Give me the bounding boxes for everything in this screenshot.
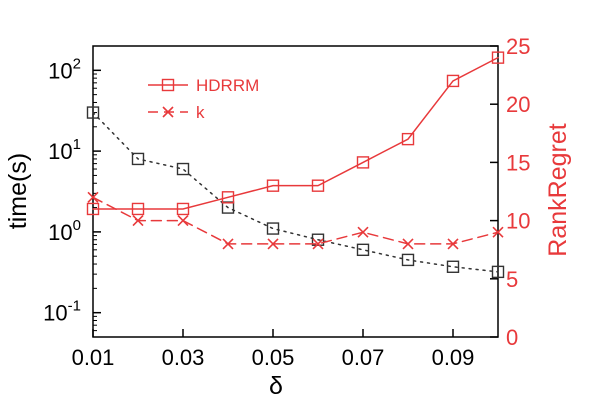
data-point: [447, 238, 459, 250]
y-right-tick-label: 10: [506, 209, 530, 234]
data-point: [311, 179, 325, 192]
x-tick-label: 0.07: [342, 345, 385, 370]
data-point: [446, 74, 460, 88]
legend-label: k: [196, 103, 205, 122]
axes: 0.01 0.03 0.05 0.07 0.09 10-1 100 101 102 0 5 10 15 2…: [43, 34, 530, 370]
legend: HDRRM k: [148, 76, 259, 122]
data-point: [86, 106, 100, 119]
y-left-tick-label: 102: [48, 55, 81, 83]
plot-frame: [92, 45, 499, 338]
data-point: [401, 253, 415, 267]
data-point: [221, 191, 235, 204]
data-point: [446, 260, 460, 273]
legend-marker: [162, 106, 174, 118]
data-point: [176, 202, 190, 216]
data-point: [131, 152, 145, 166]
data-point: [401, 132, 415, 146]
y-right-axis-title: RankRegret: [544, 123, 572, 256]
series: [86, 51, 505, 279]
data-point: [221, 201, 235, 214]
x-tick-label: 0.09: [432, 345, 475, 370]
legend-entry: k: [148, 103, 205, 122]
data-point: [492, 226, 504, 238]
series-line: [92, 111, 499, 273]
series-line: [92, 196, 499, 245]
data-point: [311, 233, 325, 246]
series-HDRRM: [86, 51, 505, 216]
data-point: [356, 156, 370, 169]
y-right-tick-label: 15: [506, 150, 530, 175]
data-point: [222, 238, 234, 250]
data-point: [491, 51, 505, 64]
y-right-tick-label: 5: [506, 267, 518, 292]
data-point: [267, 238, 279, 250]
y-left-tick-label: 101: [48, 136, 81, 164]
data-point: [177, 215, 189, 227]
data-point: [132, 215, 144, 227]
data-point: [176, 162, 190, 176]
y-right-tick-label: 0: [506, 325, 518, 350]
series-line: [92, 56, 499, 210]
data-point: [131, 202, 145, 216]
legend-entry: HDRRM: [148, 76, 259, 95]
y-right-tick-label: 20: [506, 92, 530, 117]
legend-label: HDRRM: [196, 76, 259, 95]
y-left-tick-label: 10-1: [43, 298, 81, 326]
data-point: [402, 238, 414, 250]
data-point: [266, 179, 280, 192]
x-axis-title: δ: [269, 372, 283, 400]
y-right-tick-label: 25: [506, 34, 530, 59]
y-left-tick-label: 100: [48, 217, 81, 245]
data-point: [357, 226, 369, 238]
y-left-axis-title: time(s): [4, 153, 32, 229]
data-point: [491, 265, 505, 279]
data-point: [87, 191, 99, 203]
x-tick-label: 0.03: [162, 345, 205, 370]
series-k: [87, 191, 504, 250]
x-tick-label: 0.05: [252, 345, 295, 370]
x-tick-label: 0.01: [72, 345, 115, 370]
series-time-0: [86, 106, 505, 279]
data-point: [266, 222, 280, 235]
data-point: [356, 243, 370, 257]
data-point: [86, 202, 100, 216]
legend-marker: [161, 78, 175, 92]
data-point: [312, 238, 324, 250]
